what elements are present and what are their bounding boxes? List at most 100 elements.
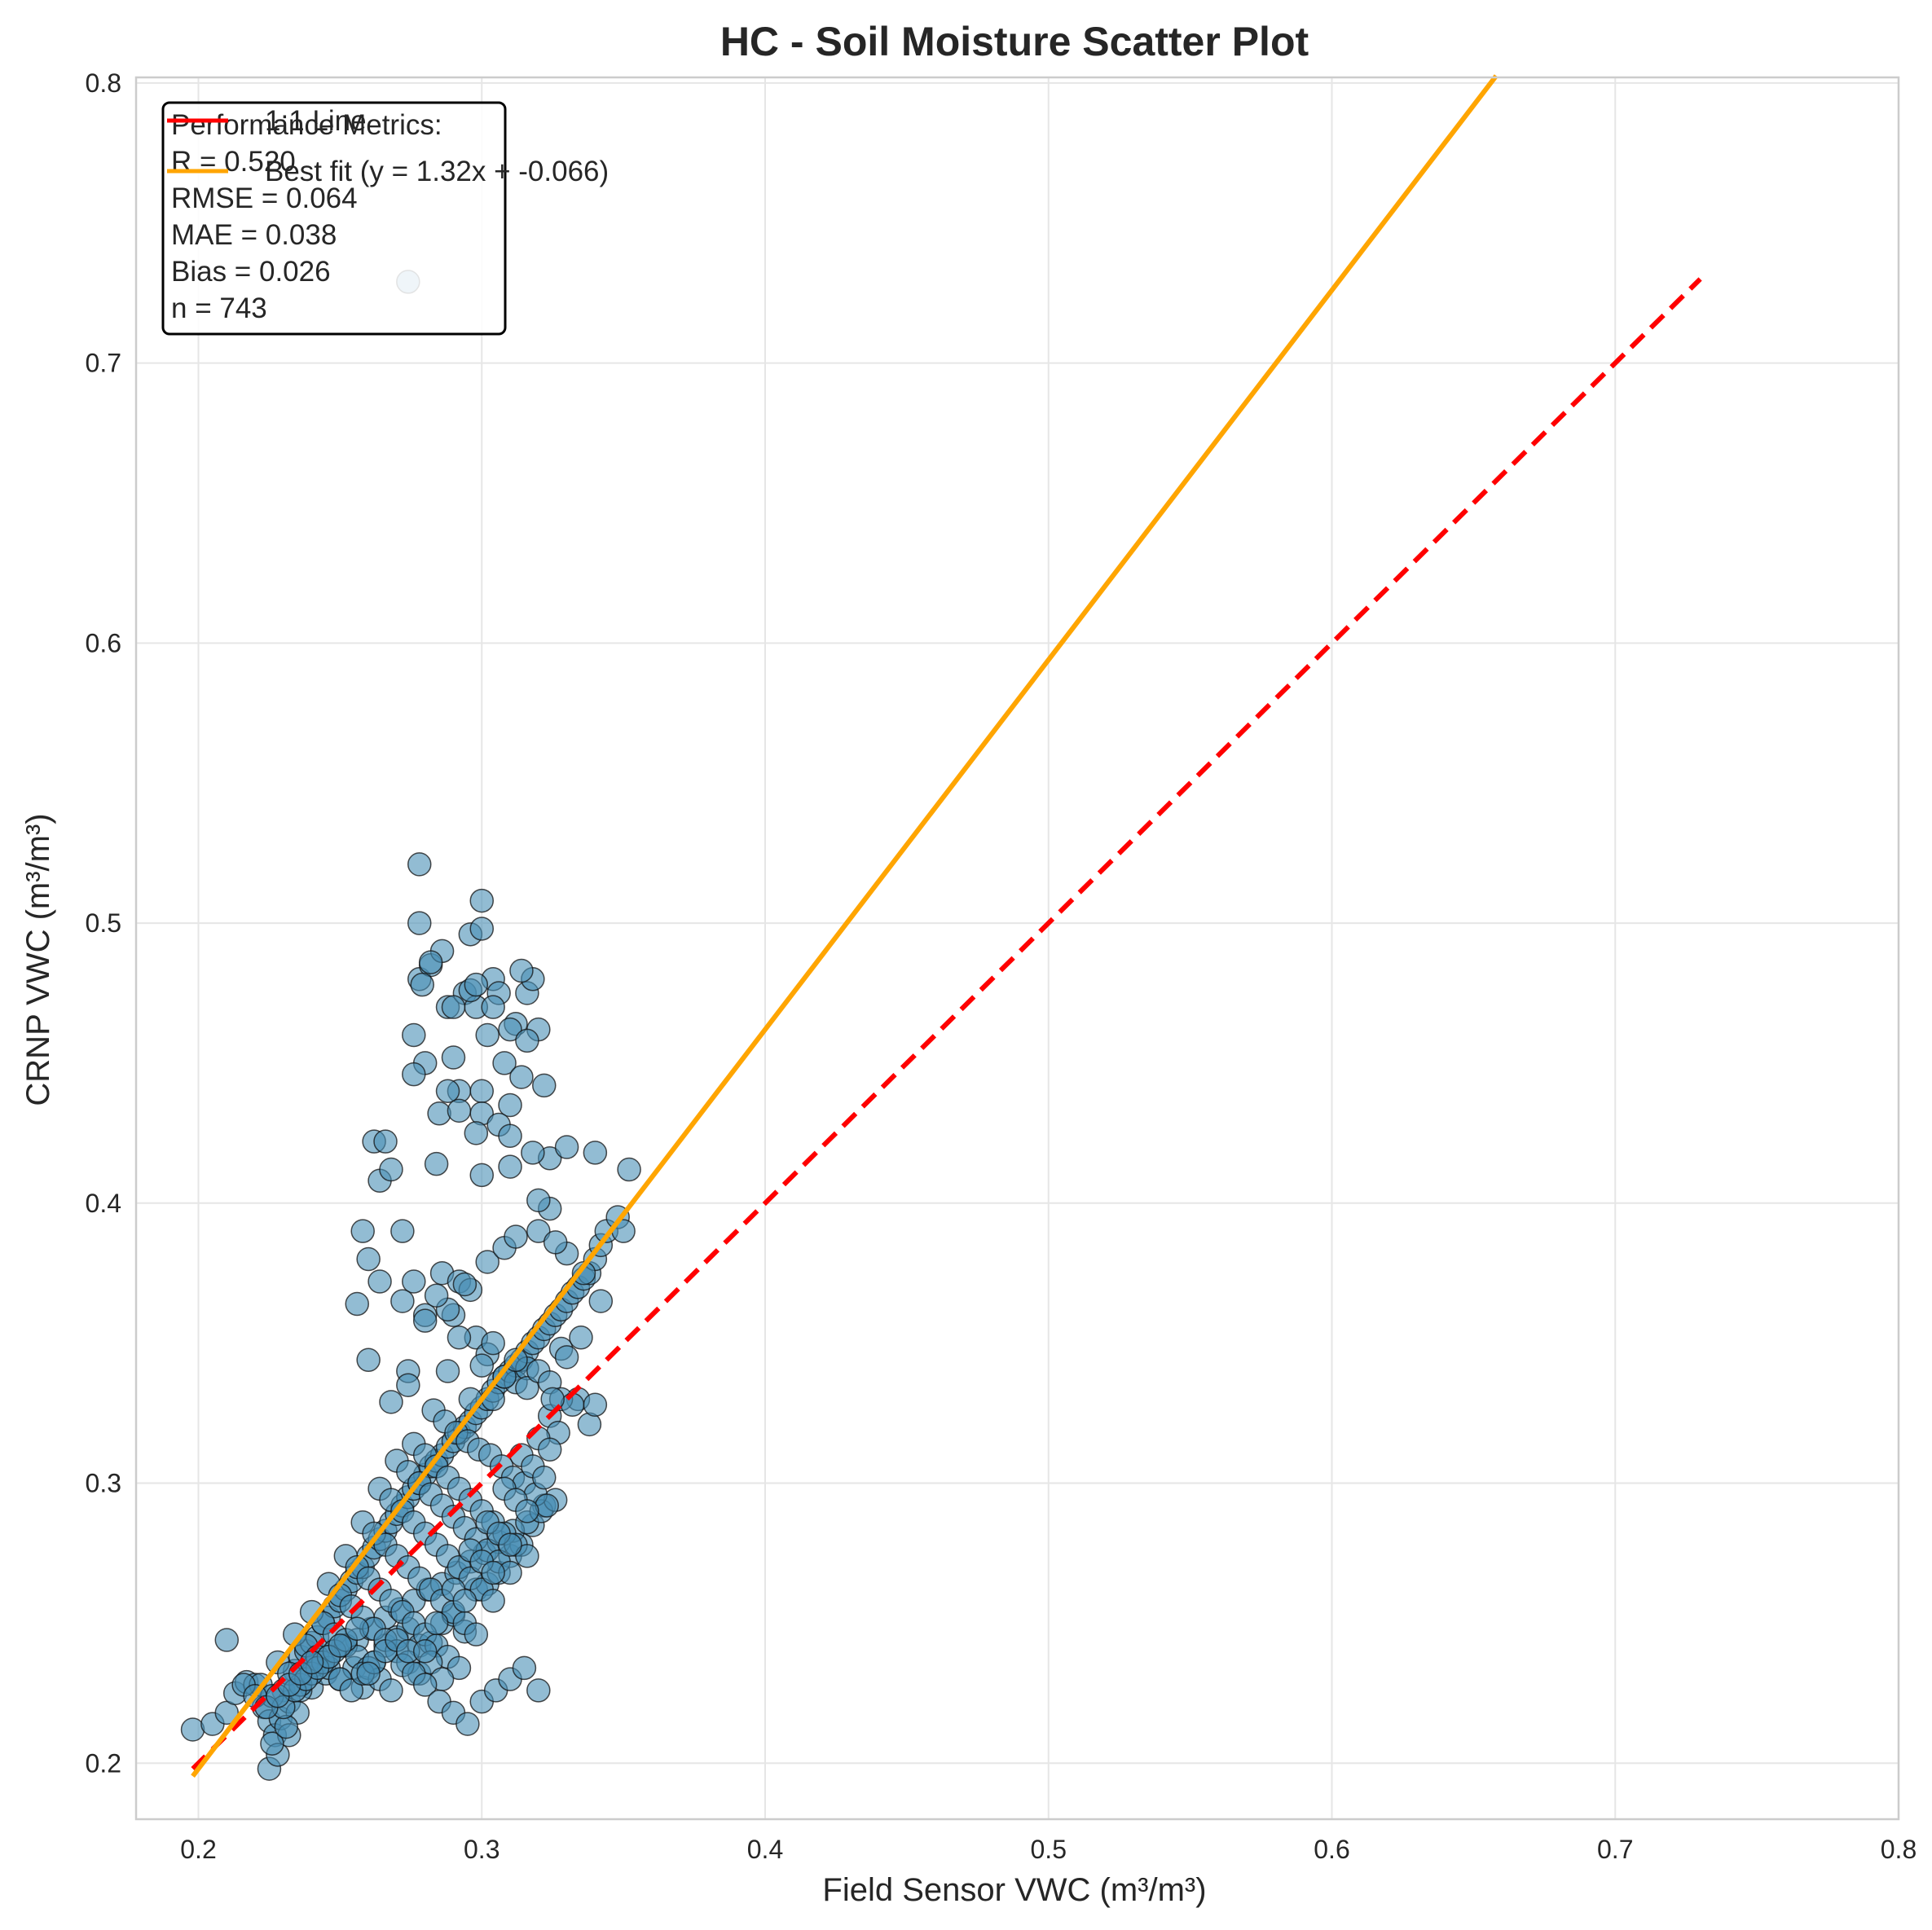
data-point: [469, 1079, 495, 1104]
metrics-line: Bias = 0.026: [171, 256, 331, 288]
data-point: [441, 995, 466, 1019]
data-point: [435, 1359, 460, 1383]
y-axis-ticks: 0.2 0.3 0.4 0.5 0.6 0.7 0.8: [86, 68, 121, 1778]
data-point: [515, 1375, 539, 1400]
data-point: [498, 1532, 522, 1557]
data-point: [543, 1230, 568, 1255]
reference-lines: [191, 74, 1702, 1778]
data-point: [481, 995, 505, 1019]
data-point: [475, 1250, 500, 1274]
data-point: [407, 911, 432, 935]
data-point: [617, 1157, 641, 1182]
data-point: [469, 1353, 495, 1378]
best-fit-line: [191, 74, 1499, 1778]
data-point: [554, 1135, 579, 1159]
data-point: [569, 1326, 593, 1350]
y-tick-label: 0.7: [86, 349, 121, 378]
x-axis-label: Field Sensor VWC (m³/m³): [822, 1872, 1206, 1908]
data-point: [402, 1022, 426, 1048]
y-tick-label: 0.2: [86, 1748, 121, 1778]
data-point: [504, 1224, 528, 1249]
data-point: [481, 1589, 505, 1613]
data-point: [412, 1308, 438, 1333]
data-point: [481, 1560, 505, 1585]
data-point: [328, 1633, 353, 1658]
data-point: [481, 1330, 505, 1356]
metrics-line: RMSE = 0.064: [171, 182, 358, 214]
data-point: [571, 1260, 596, 1286]
data-point: [452, 1272, 477, 1297]
y-tick-label: 0.3: [86, 1469, 121, 1498]
data-point: [356, 1347, 381, 1373]
data-point: [469, 1163, 495, 1188]
x-tick-label: 0.3: [464, 1835, 500, 1864]
data-point: [498, 1017, 522, 1042]
data-point: [498, 1092, 522, 1118]
y-tick-label: 0.8: [86, 68, 121, 98]
data-point: [537, 1437, 562, 1462]
data-point: [475, 1022, 500, 1048]
y-tick-label: 0.5: [86, 908, 121, 938]
data-point: [350, 1219, 375, 1243]
data-point: [498, 1123, 522, 1149]
data-point: [424, 1611, 449, 1636]
data-point: [339, 1678, 364, 1703]
data-point: [464, 1121, 489, 1145]
legend-label-one-to-one: 1:1 Line: [265, 105, 367, 137]
chart-title: HC - Soil Moisture Scatter Plot: [720, 19, 1309, 64]
data-point: [532, 1465, 557, 1490]
data-point: [402, 1062, 426, 1087]
metrics-line: n = 743: [171, 292, 267, 324]
data-point: [526, 1188, 551, 1213]
data-point: [379, 1157, 403, 1182]
data-point: [373, 1129, 398, 1154]
data-point: [498, 1154, 522, 1179]
y-tick-label: 0.4: [86, 1189, 121, 1218]
data-point: [441, 1045, 466, 1070]
data-point: [418, 950, 443, 974]
x-tick-label: 0.4: [747, 1835, 783, 1864]
data-point: [554, 1345, 579, 1369]
data-point: [356, 1661, 381, 1686]
data-point: [390, 1219, 415, 1243]
data-point: [515, 1544, 539, 1568]
data-point: [526, 1678, 551, 1703]
one-to-one-line: [191, 277, 1702, 1771]
data-point: [412, 1639, 438, 1664]
metrics-box-frame: [161, 101, 507, 336]
data-point: [412, 1673, 438, 1697]
x-tick-label: 0.2: [180, 1835, 216, 1864]
data-point: [356, 1246, 381, 1272]
data-point: [402, 1269, 426, 1294]
data-point: [509, 1065, 534, 1089]
data-point: [452, 1589, 477, 1613]
data-point: [515, 1499, 539, 1523]
data-point: [464, 1622, 489, 1646]
data-point: [407, 852, 432, 877]
y-tick-label: 0.6: [86, 628, 121, 657]
data-point: [583, 1141, 608, 1165]
x-axis-ticks: 0.2 0.3 0.4 0.5 0.6 0.7 0.8: [180, 1835, 1917, 1864]
data-point: [469, 888, 495, 913]
data-point: [447, 1098, 472, 1123]
x-tick-label: 0.6: [1314, 1835, 1349, 1864]
data-point: [424, 1283, 449, 1308]
data-point: [379, 1390, 403, 1414]
data-point: [447, 1326, 472, 1350]
data-point: [455, 1712, 480, 1736]
data-point: [509, 958, 534, 983]
data-point: [515, 1028, 539, 1053]
data-point: [492, 1365, 517, 1389]
plot-frame: [134, 76, 1900, 1821]
data-point: [535, 1493, 559, 1518]
data-point: [588, 1289, 614, 1313]
x-tick-label: 0.5: [1031, 1835, 1067, 1864]
data-point: [583, 1392, 608, 1418]
data-point: [345, 1616, 369, 1642]
data-point: [379, 1678, 403, 1703]
data-point: [410, 972, 434, 997]
data-point: [427, 1101, 451, 1126]
legend: 1:1 Line Best fit (y = 1.32x + -0.066): [167, 105, 609, 187]
x-tick-label: 0.7: [1597, 1835, 1633, 1864]
